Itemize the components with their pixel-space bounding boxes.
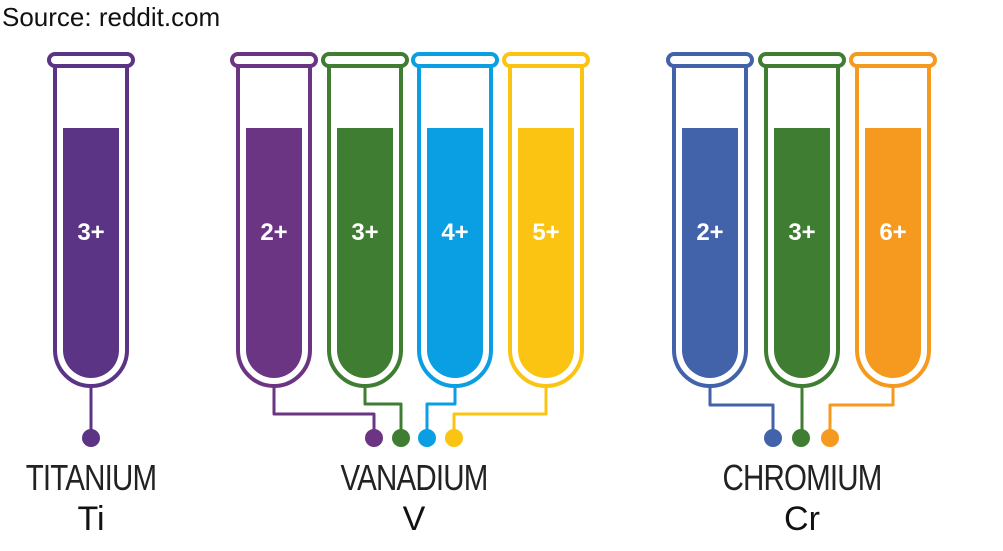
- connector-cr-2: [828, 386, 895, 438]
- connector-dot-v-3: [445, 429, 463, 447]
- connector-dot-cr-1: [792, 429, 810, 447]
- tube-liquid-v-0: [246, 128, 302, 378]
- connector-v-0: [272, 386, 376, 438]
- tube-rim-cr-1: [758, 52, 846, 68]
- tube-liquid-v-1: [337, 128, 393, 378]
- element-name-ti: TITANIUM: [26, 457, 157, 497]
- ion-label-v-0: 2+: [260, 219, 287, 246]
- ion-label-v-1: 3+: [351, 219, 378, 246]
- tube-rim-v-2: [411, 52, 499, 68]
- element-name-cr: CHROMIUM: [722, 457, 881, 497]
- element-name-v: VANADIUM: [340, 457, 487, 497]
- tube-rim-cr-2: [849, 52, 937, 68]
- tube-liquid-ti-0: [63, 128, 119, 378]
- tube-liquid-v-2: [427, 128, 483, 378]
- ion-label-cr-2: 6+: [879, 219, 906, 246]
- tube-rim-v-3: [502, 52, 590, 68]
- tube-rim-cr-0: [666, 52, 754, 68]
- connector-v-2: [425, 386, 457, 438]
- connector-dot-v-1: [392, 429, 410, 447]
- ion-label-cr-1: 3+: [788, 219, 815, 246]
- ion-label-cr-0: 2+: [696, 219, 723, 246]
- tube-liquid-cr-1: [774, 128, 830, 378]
- tube-liquid-cr-0: [682, 128, 738, 378]
- connector-cr-0: [708, 386, 775, 438]
- ion-label-ti-0: 3+: [77, 219, 104, 246]
- element-symbol-v: V: [403, 500, 426, 538]
- connector-dot-cr-0: [764, 429, 782, 447]
- tube-rim-v-1: [321, 52, 409, 68]
- tube-liquid-cr-2: [865, 128, 921, 378]
- connector-v-1: [363, 386, 403, 438]
- tube-rim-ti-0: [47, 52, 135, 68]
- connector-dot-v-2: [418, 429, 436, 447]
- element-symbol-ti: Ti: [77, 500, 104, 538]
- tube-liquid-v-3: [518, 128, 574, 378]
- ion-label-v-3: 5+: [532, 219, 559, 246]
- tube-rim-v-0: [230, 52, 318, 68]
- connector-dot-v-0: [365, 429, 383, 447]
- element-symbol-cr: Cr: [784, 500, 820, 538]
- ion-label-v-2: 4+: [441, 219, 468, 246]
- connector-dot-cr-2: [821, 429, 839, 447]
- source-caption: Source: reddit.com: [2, 2, 221, 32]
- connector-dot-ti-0: [82, 429, 100, 447]
- connector-v-3: [452, 386, 548, 438]
